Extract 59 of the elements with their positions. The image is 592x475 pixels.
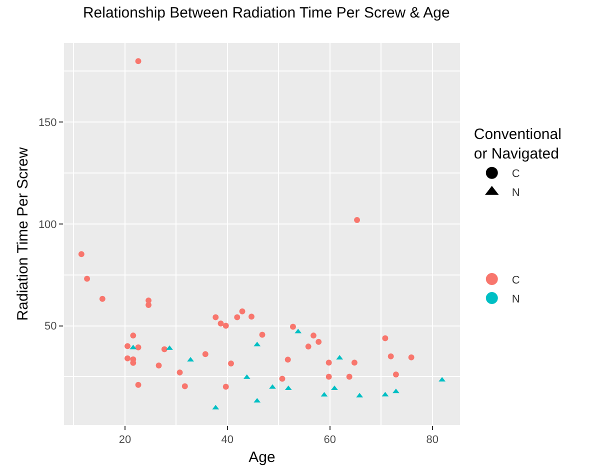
x-tick-label: 20	[118, 434, 132, 446]
point	[130, 332, 136, 339]
point	[388, 353, 394, 360]
point	[331, 386, 338, 390]
legend-label: N	[512, 293, 520, 306]
y-tick-label: 50	[44, 320, 57, 333]
point	[124, 343, 131, 350]
point	[239, 308, 246, 314]
point	[316, 338, 322, 345]
point	[187, 357, 194, 362]
point	[135, 344, 142, 350]
point	[259, 332, 266, 338]
text: C	[512, 168, 520, 180]
point	[176, 369, 183, 376]
x-axis-title: Age	[248, 449, 276, 466]
legend-label: C	[512, 274, 520, 286]
chart-title: Relationship Between Radiation Time Per Screw & Age	[82, 4, 450, 22]
point	[305, 344, 312, 350]
point	[212, 314, 219, 320]
point	[228, 360, 234, 366]
x-tick-label: 60	[324, 434, 336, 446]
point	[279, 376, 286, 382]
text: N	[512, 187, 520, 200]
x-tick-label: 40	[221, 434, 234, 446]
point	[392, 388, 400, 394]
y-tick-label: 100	[38, 218, 57, 231]
legend-title: Conventional or Navigated	[474, 126, 562, 162]
point	[135, 58, 142, 64]
point	[351, 360, 358, 366]
point	[218, 320, 224, 327]
point	[182, 383, 188, 390]
point	[222, 384, 229, 390]
point	[382, 335, 388, 342]
point	[161, 346, 168, 352]
point	[346, 374, 352, 380]
point	[248, 314, 254, 320]
point	[84, 276, 90, 282]
point	[269, 384, 276, 389]
y-axis-title: Radiation Time Per Screw	[14, 147, 32, 321]
point	[146, 302, 152, 308]
point	[284, 356, 291, 363]
point	[135, 382, 142, 388]
point	[354, 217, 360, 224]
point	[392, 371, 399, 378]
point	[166, 345, 173, 350]
point	[326, 360, 332, 366]
point	[310, 332, 316, 339]
point	[202, 351, 208, 358]
y-tick-label: 150	[38, 116, 57, 129]
point	[78, 251, 84, 258]
point	[408, 354, 414, 360]
point	[222, 322, 229, 329]
x-tick-label: 80	[426, 434, 438, 446]
point	[156, 362, 162, 369]
point	[326, 374, 332, 380]
point	[234, 314, 240, 320]
point	[290, 324, 296, 330]
point	[124, 355, 131, 362]
point	[99, 296, 106, 302]
